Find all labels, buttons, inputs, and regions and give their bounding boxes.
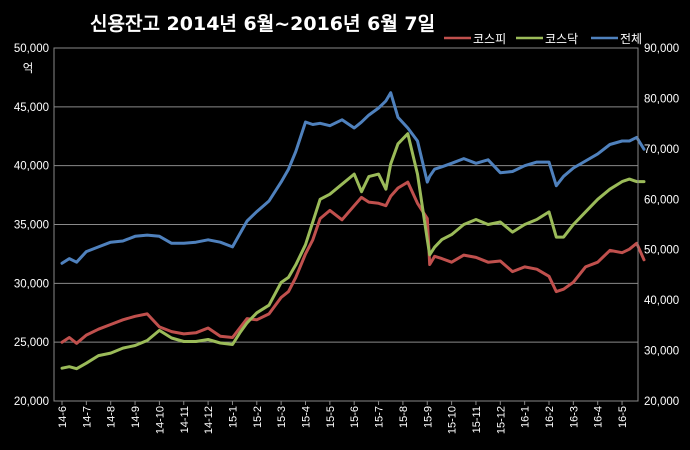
- right-y-tick-label: 30,000: [644, 346, 679, 358]
- x-tick-label: 14-6: [57, 406, 69, 428]
- left-y-tick-label: 30,000: [14, 278, 49, 290]
- x-tick-label: 16-4: [593, 406, 605, 428]
- x-tick-label: 15-1: [227, 406, 239, 428]
- chart-title: 신용잔고 2014년 6월~2016년 6월 7일: [90, 13, 435, 35]
- x-tick-label: 14-9: [130, 406, 142, 428]
- left-y-tick-label: 50,000: [14, 43, 49, 55]
- left-y-tick-label: 45,000: [14, 102, 49, 114]
- x-tick-label: 14-11: [179, 406, 191, 433]
- x-tick-label: 15-2: [252, 406, 264, 428]
- x-tick-label: 16-2: [544, 406, 556, 428]
- series-line-코스피: [60, 180, 646, 345]
- x-tick-label: 14-10: [154, 406, 166, 434]
- x-tick-label: 14-12: [203, 406, 215, 434]
- left-y-tick-label: 20,000: [14, 396, 49, 408]
- x-tick-label: 15-8: [398, 406, 410, 428]
- x-tick-label: 14-7: [81, 406, 93, 428]
- series-lines: [60, 91, 646, 371]
- left-y-tick-label: 25,000: [14, 337, 49, 349]
- legend: 코스피 코스닥 전체: [444, 32, 642, 46]
- y-axis-unit-label: 억: [23, 61, 34, 75]
- left-y-axis: 20,000 25,000 30,000 35,000 40,000 45,000 50,0…: [14, 43, 49, 408]
- right-y-tick-label: 70,000: [644, 144, 679, 156]
- left-y-tick-label: 35,000: [14, 220, 49, 232]
- right-y-tick-label: 90,000: [644, 43, 679, 55]
- x-tick-label: 16-3: [568, 406, 580, 428]
- x-tick-label: 15-3: [276, 406, 288, 428]
- x-tick-label: 15-5: [325, 406, 337, 428]
- x-tick-label: 15-12: [495, 406, 507, 434]
- right-y-tick-label: 80,000: [644, 93, 679, 105]
- series-line-코스닥: [60, 132, 646, 371]
- x-axis: 14-6 14-7 14-8 14-9 14-10 14-11 14-12 15-1 15-2 1…: [57, 401, 629, 434]
- x-tick-label: 14-8: [106, 406, 118, 428]
- series-line-전체: [60, 91, 646, 265]
- right-y-tick-label: 20,000: [644, 396, 679, 408]
- gridlines: [54, 106, 638, 343]
- x-tick-label: 15-7: [374, 406, 386, 428]
- right-y-tick-label: 60,000: [644, 194, 679, 206]
- right-y-tick-label: 40,000: [644, 295, 679, 307]
- x-tick-label: 15-9: [422, 406, 434, 428]
- right-y-axis: 20,000 30,000 40,000 50,000 60,000 70,000 80,0…: [644, 43, 679, 408]
- x-tick-label: 15-10: [447, 406, 459, 434]
- x-tick-label: 15-6: [349, 406, 361, 428]
- legend-label-kospi: 코스피: [473, 32, 506, 46]
- x-tick-label: 15-4: [301, 406, 313, 428]
- left-y-tick-label: 40,000: [14, 161, 49, 173]
- legend-label-kosdaq: 코스닥: [545, 32, 578, 46]
- right-y-tick-label: 50,000: [644, 245, 679, 257]
- x-tick-label: 15-11: [471, 406, 483, 433]
- legend-label-total: 전체: [620, 32, 642, 46]
- plot-frame: [53, 47, 639, 402]
- x-tick-label: 16-5: [617, 406, 629, 428]
- x-tick-label: 16-1: [520, 406, 532, 428]
